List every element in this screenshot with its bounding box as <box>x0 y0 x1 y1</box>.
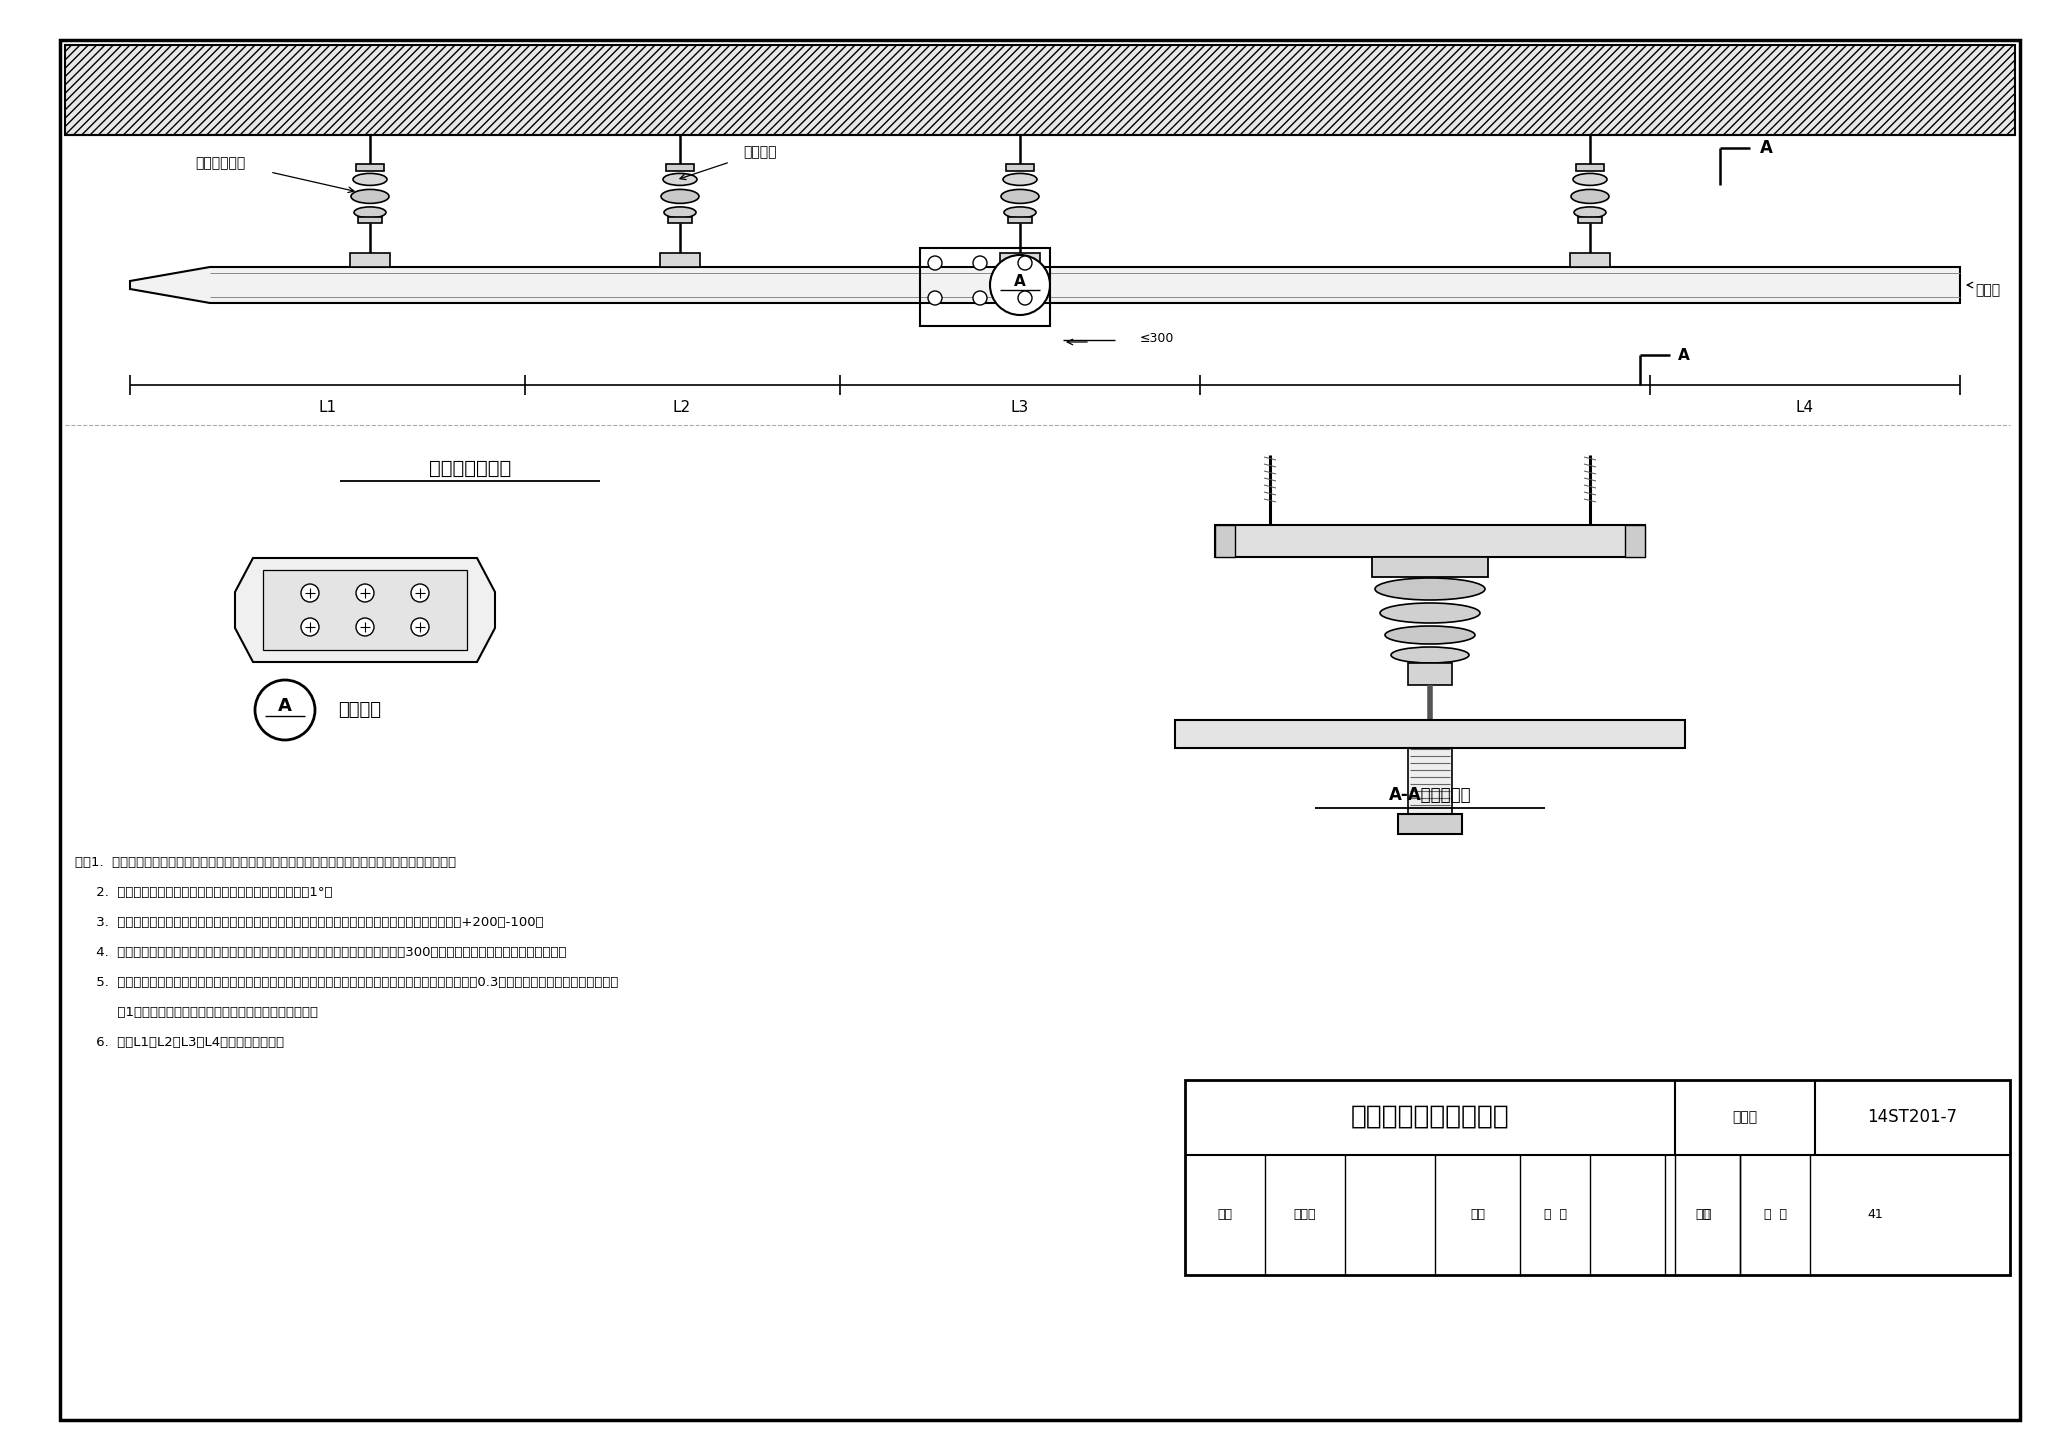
Bar <box>1176 720 1686 748</box>
Ellipse shape <box>1391 646 1468 664</box>
Text: L4: L4 <box>1796 399 1815 415</box>
Circle shape <box>973 291 987 305</box>
Bar <box>1372 557 1489 577</box>
Bar <box>1214 525 1235 557</box>
Bar <box>358 217 383 223</box>
Text: A: A <box>1677 348 1690 363</box>
Ellipse shape <box>1573 174 1608 185</box>
Text: L1: L1 <box>319 399 338 415</box>
Text: 设计: 设计 <box>1696 1209 1710 1222</box>
Bar <box>1624 525 1645 557</box>
Text: 14ST201-7: 14ST201-7 <box>1868 1108 1958 1126</box>
Text: 汇流排正立面图: 汇流排正立面图 <box>428 458 512 477</box>
Circle shape <box>989 254 1051 315</box>
Ellipse shape <box>1004 207 1036 218</box>
Ellipse shape <box>354 207 385 218</box>
Bar <box>1186 1080 2009 1275</box>
Text: 41: 41 <box>1868 1209 1882 1222</box>
Circle shape <box>928 256 942 270</box>
Bar <box>1409 664 1452 685</box>
Text: 校对: 校对 <box>1470 1209 1485 1222</box>
Circle shape <box>301 617 319 636</box>
Bar <box>1579 217 1602 223</box>
Text: 6.  图中L1、L2、L3、L4由工程设计确定。: 6. 图中L1、L2、L3、L4由工程设计确定。 <box>76 1035 285 1048</box>
Polygon shape <box>129 268 1960 304</box>
Bar <box>66 45 2015 134</box>
Bar <box>1006 165 1034 172</box>
Text: A: A <box>1014 273 1026 289</box>
Bar <box>1577 165 1604 172</box>
Text: 汇流排: 汇流排 <box>1974 283 2001 296</box>
Circle shape <box>356 584 375 602</box>
Text: 注：1.  汇流排表面光洁、无变形、无腐蚀、无污迹。螺栓、垫圈等配件齐全，规格相符，螺栓螺纹完好。: 注：1. 汇流排表面光洁、无变形、无腐蚀、无污迹。螺栓、垫圈等配件齐全，规格相符… <box>76 856 457 869</box>
Bar <box>1372 722 1489 746</box>
Ellipse shape <box>1384 626 1475 643</box>
Bar <box>666 165 694 172</box>
Text: 2.  汇流排中轴线应垂直于所处的轨道平面，偏斜应不大于1°。: 2. 汇流排中轴线应垂直于所处的轨道平面，偏斜应不大于1°。 <box>76 885 332 898</box>
Text: ≤300: ≤300 <box>1141 331 1174 344</box>
Circle shape <box>356 617 375 636</box>
Circle shape <box>973 256 987 270</box>
Text: A: A <box>279 697 293 714</box>
Text: 中间接头: 中间接头 <box>743 145 776 159</box>
Circle shape <box>412 584 428 602</box>
Ellipse shape <box>1571 189 1610 204</box>
Text: 图集号: 图集号 <box>1733 1111 1757 1124</box>
Ellipse shape <box>664 174 696 185</box>
Ellipse shape <box>1380 603 1481 623</box>
Text: L3: L3 <box>1012 399 1030 415</box>
Ellipse shape <box>350 189 389 204</box>
Ellipse shape <box>1004 174 1036 185</box>
Circle shape <box>928 291 942 305</box>
Bar <box>1214 525 1645 557</box>
Ellipse shape <box>1001 189 1038 204</box>
Bar <box>668 217 692 223</box>
Text: 审核: 审核 <box>1217 1209 1233 1222</box>
Text: 汇流排及其附件安装图: 汇流排及其附件安装图 <box>1350 1103 1509 1129</box>
Text: 4.  汇流排接头和汇流排上安装的零部件距邻近悬挂点汇流排线夹边缘的距离不应小于300，应保证汇流排能自由伸缩，不卡滞。: 4. 汇流排接头和汇流排上安装的零部件距邻近悬挂点汇流排线夹边缘的距离不应小于3… <box>76 946 567 959</box>
Text: 汇流排终端头: 汇流排终端头 <box>195 156 246 171</box>
Circle shape <box>256 680 315 740</box>
Circle shape <box>301 584 319 602</box>
Bar <box>659 253 700 268</box>
Ellipse shape <box>1575 207 1606 218</box>
Text: 于1，紧固件齐全，螺栓紧固力矩值符合产品安装要求。: 于1，紧固件齐全，螺栓紧固力矩值符合产品安装要求。 <box>76 1005 317 1018</box>
Text: A-A剖面放大图: A-A剖面放大图 <box>1389 787 1470 804</box>
Text: A: A <box>1759 139 1774 158</box>
Bar <box>1008 217 1032 223</box>
Text: 5.  汇流排间连接的接触面清洁，汇流排连接缝两端夹持接触线的齿槽连接处平顺光滑，不平顺度不应大于0.3；汇流排连接端缝平均宽度不应大: 5. 汇流排间连接的接触面清洁，汇流排连接缝两端夹持接触线的齿槽连接处平顺光滑，… <box>76 976 618 989</box>
Text: 页: 页 <box>1704 1209 1712 1222</box>
Text: 李  朋: 李 朋 <box>1763 1209 1786 1222</box>
Text: 中间接头: 中间接头 <box>338 701 381 719</box>
Circle shape <box>412 617 428 636</box>
Ellipse shape <box>1374 578 1485 600</box>
Bar <box>262 570 467 651</box>
Bar <box>1409 746 1452 814</box>
Text: 李  伟: 李 伟 <box>1544 1209 1567 1222</box>
Bar <box>999 253 1040 268</box>
Text: 3.  锚段长度符合设计要求，平均温度时汇流排终端至相邻悬挂点的距离应符合设计要求，允许偏差为+200、-100。: 3. 锚段长度符合设计要求，平均温度时汇流排终端至相邻悬挂点的距离应符合设计要求… <box>76 915 543 928</box>
Bar <box>920 249 1051 325</box>
Ellipse shape <box>352 174 387 185</box>
Ellipse shape <box>664 207 696 218</box>
Circle shape <box>1018 256 1032 270</box>
Text: L2: L2 <box>674 399 690 415</box>
Ellipse shape <box>662 189 698 204</box>
Text: 孙延焕: 孙延焕 <box>1294 1209 1317 1222</box>
Polygon shape <box>236 558 496 662</box>
Bar <box>1399 814 1462 834</box>
Bar <box>356 165 385 172</box>
Bar <box>1571 253 1610 268</box>
Bar <box>350 253 389 268</box>
Circle shape <box>1018 291 1032 305</box>
